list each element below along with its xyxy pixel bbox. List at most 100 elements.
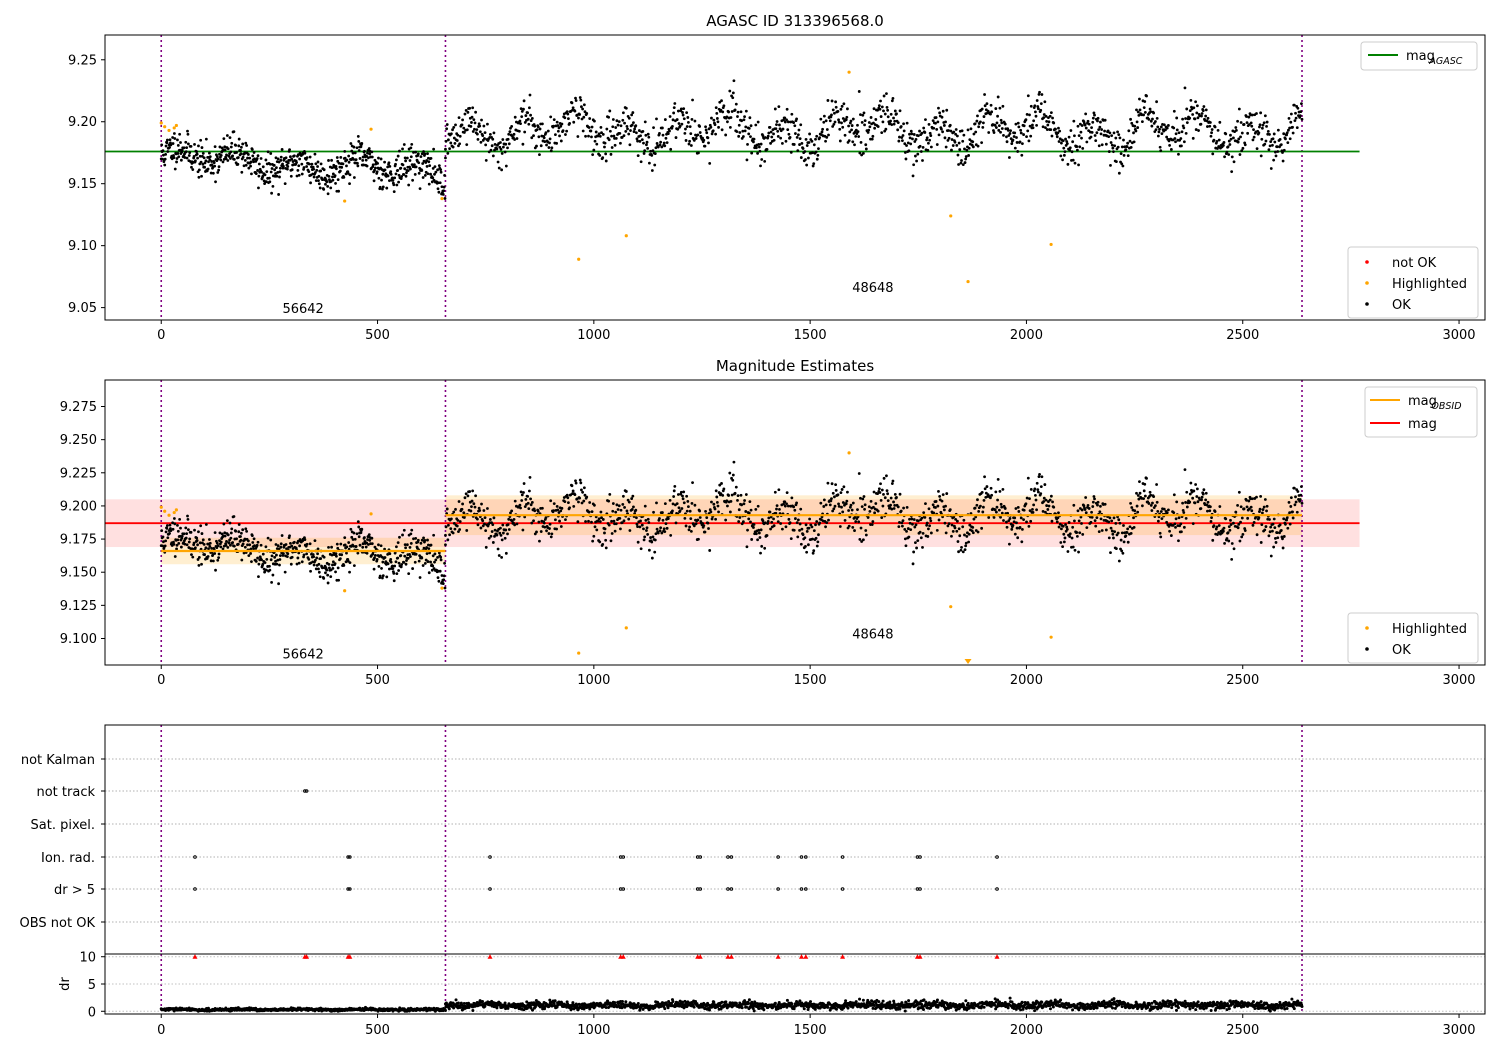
ok-point: [662, 141, 666, 145]
ok-point: [610, 519, 613, 523]
ok-point: [403, 554, 407, 558]
ok-point: [797, 128, 801, 132]
ok-point: [608, 129, 612, 133]
ok-point: [899, 509, 903, 513]
ok-point: [1117, 518, 1121, 522]
ok-point: [212, 161, 216, 165]
ok-point: [824, 503, 828, 507]
ok-point: [513, 499, 517, 503]
ok-point: [276, 558, 280, 562]
ok-point: [794, 517, 797, 520]
ok-point: [652, 510, 655, 514]
ok-point: [1073, 161, 1077, 165]
ok-point: [995, 505, 999, 509]
ok-point: [1049, 128, 1053, 132]
ok-point: [403, 156, 407, 160]
ok-point: [280, 534, 284, 537]
ok-point: [527, 122, 531, 126]
ok-point: [500, 538, 504, 542]
ok-point: [1108, 131, 1112, 135]
ok-point: [1264, 525, 1268, 528]
ok-point: [1300, 117, 1304, 121]
ok-point: [861, 152, 865, 155]
ok-point: [1267, 148, 1271, 152]
ok-point: [822, 120, 826, 124]
ok-point: [893, 119, 897, 123]
ok-point: [929, 134, 933, 137]
ok-point: [902, 122, 905, 126]
ok-point: [1156, 134, 1160, 138]
ok-point: [1191, 113, 1195, 116]
ok-point: [803, 150, 807, 153]
ok-point: [1271, 143, 1274, 147]
ok-point: [298, 157, 302, 161]
ok-point: [976, 144, 980, 148]
ok-point: [1180, 144, 1183, 148]
ok-point: [778, 507, 781, 511]
ok-point: [475, 128, 479, 131]
ok-point: [370, 536, 374, 540]
ok-point: [585, 112, 589, 115]
ok-point: [443, 197, 447, 200]
ok-point: [1237, 490, 1241, 494]
ok-point: [827, 133, 830, 137]
ok-point: [979, 504, 982, 508]
ok-point: [1201, 492, 1205, 496]
ok-point: [719, 108, 723, 112]
ok-point: [1120, 549, 1124, 553]
ok-point: [476, 137, 480, 141]
ok-point: [463, 496, 467, 500]
ok-point: [317, 179, 320, 183]
ok-point: [1068, 146, 1072, 150]
ok-point: [1271, 529, 1274, 533]
ok-point: [1130, 121, 1134, 125]
ok-point: [600, 131, 603, 135]
ok-point: [1058, 129, 1062, 133]
ok-point: [1057, 511, 1060, 515]
ok-point: [176, 538, 180, 542]
ok-point: [902, 506, 905, 510]
ok-point: [352, 176, 356, 179]
ok-point: [380, 178, 383, 182]
flag-event-marker: [303, 789, 307, 793]
ok-point: [1234, 126, 1238, 129]
ok-point: [433, 560, 436, 564]
ok-point: [698, 516, 702, 519]
ok-point: [1080, 136, 1083, 140]
ok-point: [850, 124, 854, 127]
ok-point: [922, 126, 926, 130]
ok-point: [264, 180, 268, 184]
ok-point: [708, 508, 712, 512]
ok-point: [576, 135, 580, 138]
ok-point: [1143, 111, 1147, 114]
ok-point: [347, 541, 351, 544]
ok-point: [348, 570, 351, 574]
ok-point: [506, 523, 510, 527]
ok-point: [1079, 130, 1083, 134]
ok-point: [449, 141, 453, 145]
ok-point: [814, 523, 817, 527]
ok-point: [165, 141, 169, 145]
ok-point: [236, 156, 240, 159]
ok-point: [338, 169, 342, 173]
ok-point: [798, 528, 801, 532]
ok-point: [425, 552, 429, 556]
ok-point: [519, 490, 523, 494]
ok-point: [708, 161, 712, 165]
ok-point: [661, 511, 664, 514]
ok-point: [381, 185, 385, 189]
ok-point: [1160, 132, 1164, 136]
ok-point: [538, 153, 541, 157]
ok-point: [731, 473, 735, 477]
ok-point: [164, 152, 168, 156]
ok-point: [548, 141, 551, 145]
ok-point: [405, 156, 409, 160]
ok-point: [1204, 114, 1208, 118]
ok-point: [442, 189, 446, 193]
ok-point: [290, 555, 294, 559]
ok-point: [989, 496, 992, 500]
ok-point: [885, 474, 888, 478]
ok-point: [674, 136, 678, 139]
ok-point: [1195, 111, 1199, 115]
ok-point: [1159, 510, 1163, 513]
